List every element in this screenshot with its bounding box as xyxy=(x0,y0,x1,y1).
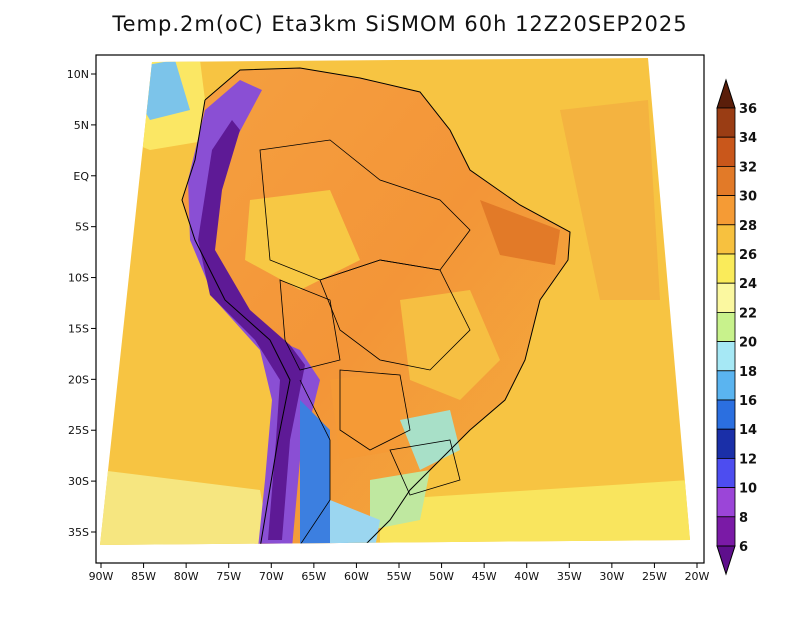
colorbar-label: 36 xyxy=(739,102,757,117)
colorbar-segment xyxy=(716,165,736,196)
map-title: Temp.2m(oC) Eta3km SiSMOM 60h 12Z20SEP20… xyxy=(112,12,688,36)
colorbar-label: 28 xyxy=(739,219,757,234)
lat-tick-label: 25S xyxy=(68,424,89,437)
latitude-axis: 10N 5N EQ 5S 10S 15S 20S 25S 30S 35S xyxy=(67,68,96,539)
lat-tick-label: 20S xyxy=(68,373,89,386)
lon-tick-label: 90W xyxy=(89,570,114,583)
colorbar-label: 10 xyxy=(739,482,757,497)
colorbar-segment xyxy=(716,399,736,430)
south-america-land xyxy=(182,68,570,545)
colorbar-label: 22 xyxy=(739,306,757,321)
colorbar-label: 12 xyxy=(739,452,757,467)
colorbar-segment xyxy=(716,457,736,488)
lat-tick-label: 30S xyxy=(68,475,89,488)
border-argentina-chile xyxy=(299,379,331,545)
plot-frame xyxy=(95,54,705,564)
colorbar-label: 30 xyxy=(739,190,757,205)
temperature-field xyxy=(100,58,690,545)
andes-coldest-core xyxy=(198,120,305,540)
colorbar-segment xyxy=(716,370,736,401)
colorbar-label: 24 xyxy=(739,277,757,292)
northeast-hot-patch xyxy=(480,200,560,265)
border-brazil-north xyxy=(259,139,471,281)
lat-tick-label: 5N xyxy=(74,119,89,132)
colorbar-label: 8 xyxy=(739,511,748,526)
colorbar-label: 32 xyxy=(739,160,757,175)
colorbar-top-arrow xyxy=(716,78,736,109)
lon-tick-label: 20W xyxy=(685,570,710,583)
lon-tick-label: 45W xyxy=(472,570,497,583)
lat-tick-label: 10S xyxy=(68,272,89,285)
lon-tick-label: 55W xyxy=(387,570,412,583)
lon-tick-label: 30W xyxy=(599,570,624,583)
colorbar-segment xyxy=(716,282,736,313)
patagonia-mild xyxy=(330,500,380,545)
colorbar-segment xyxy=(716,428,736,459)
chaco-hot-patch xyxy=(330,370,400,460)
colorbar-label: 34 xyxy=(739,131,757,146)
lon-tick-label: 75W xyxy=(216,570,241,583)
lon-tick-label: 50W xyxy=(429,570,454,583)
south-atlantic-cool xyxy=(380,480,690,545)
lon-tick-label: 60W xyxy=(344,570,369,583)
border-paraguay xyxy=(339,369,411,451)
central-warm-patch xyxy=(400,290,500,400)
colorbar-segment xyxy=(716,107,736,138)
colorbar-segment xyxy=(716,311,736,342)
lon-tick-label: 35W xyxy=(557,570,582,583)
lon-tick-label: 25W xyxy=(642,570,667,583)
coastline-east xyxy=(204,67,571,545)
colorbar-segment xyxy=(716,487,736,518)
colorbar-label: 14 xyxy=(739,423,757,438)
colorbar-segment xyxy=(716,195,736,226)
colorbar-label: 18 xyxy=(739,365,757,380)
colorbar-segment xyxy=(716,136,736,167)
lon-tick-label: 70W xyxy=(259,570,284,583)
colorbar-segment xyxy=(716,341,736,372)
colorbar-bottom-arrow xyxy=(716,545,736,576)
colorbar-label: 20 xyxy=(739,336,757,351)
lat-tick-label: 35S xyxy=(68,526,89,539)
coastline-west xyxy=(181,99,291,545)
border-bolivia xyxy=(279,279,341,371)
longitude-axis: 90W 85W 80W 75W 70W 65W 60W 55W 50W 45W 40W 35W 30W 2… xyxy=(89,563,710,583)
amazon-warm-patch xyxy=(245,190,360,290)
lat-tick-label: 5S xyxy=(75,221,89,234)
lat-tick-label: EQ xyxy=(73,170,89,183)
border-brazil-central xyxy=(319,259,471,371)
lat-tick-label: 10N xyxy=(67,68,89,81)
south-pacific-cool xyxy=(100,470,270,545)
lon-tick-label: 65W xyxy=(301,570,326,583)
lon-tick-label: 40W xyxy=(514,570,539,583)
lat-tick-label: 15S xyxy=(68,322,89,335)
colorbar-segment xyxy=(716,224,736,255)
patagonia-cool xyxy=(300,400,350,545)
colorbar-label: 26 xyxy=(739,248,757,263)
colorbar-segment xyxy=(716,516,736,547)
colorbar-segment xyxy=(716,253,736,284)
atlantic-warm-patch xyxy=(560,100,660,300)
colorbar-label: 6 xyxy=(739,540,748,555)
lon-tick-label: 85W xyxy=(131,570,156,583)
border-uruguay xyxy=(389,439,461,496)
lon-tick-label: 80W xyxy=(174,570,199,583)
colorbar-label: 16 xyxy=(739,394,757,409)
colorbar: 36 34 32 30 28 26 24 22 20 18 16 14 12 10 8 6 xyxy=(716,78,757,576)
